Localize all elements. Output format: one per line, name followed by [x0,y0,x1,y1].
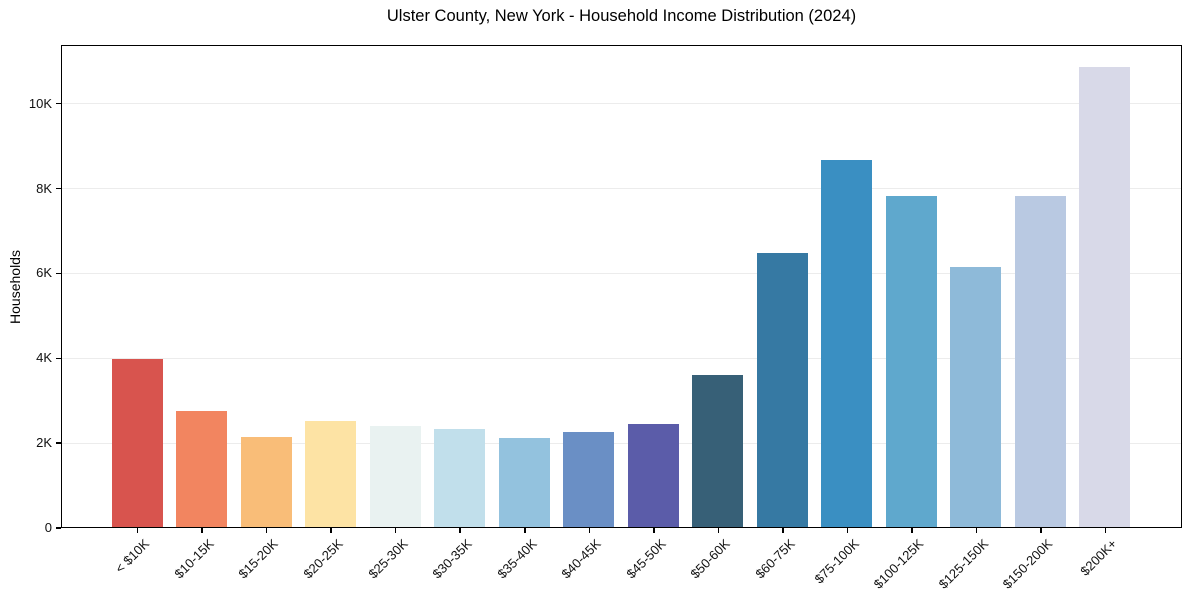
x-tick-mark [717,528,719,533]
y-tick-label-10K: 10K [28,95,52,111]
gridline-10K [62,103,1181,105]
x-tick-label-$10-15K: $10-15K [171,536,217,582]
y-axis-title-text: Households [7,249,23,324]
y-tick-label-0: 0 [44,520,52,535]
y-tick-label-8K: 8K [36,180,52,196]
bar-$45-50K [627,424,679,527]
x-tick-mark [975,528,978,533]
y-tick-label-4K: 4K [36,350,52,366]
bar-$75-100K [821,159,873,527]
y-tick-mark [56,442,61,444]
y-tick-label-2K: 2K [36,435,52,451]
x-tick-label-$200K+: $200K+ [1077,536,1120,579]
bar-$150-200K [1014,195,1066,527]
x-tick-label-$45-50K: $45-50K [623,536,669,582]
gridline-4K [62,357,1181,359]
y-tick-mark [56,357,61,359]
x-tick-label-$25-30K: $25-30K [364,536,411,582]
x-tick-label-$100-125K: $100-125K [870,536,927,590]
x-tick-mark [653,528,655,533]
gridline-8K [62,188,1181,189]
x-tick-label-$125-150K: $125-150K [935,536,991,590]
x-tick-label-$75-100K: $75-100K [811,536,862,587]
x-tick-mark [1040,528,1042,533]
bar-$100-125K [885,195,937,527]
bar-$15-20K [240,436,292,527]
x-tick-mark [265,528,268,533]
y-tick-mark [56,527,61,529]
bar-$50-60K [692,374,744,527]
x-tick-label-< $10K: < $10K [112,536,153,577]
x-tick-mark [459,528,461,533]
plot-area [61,45,1182,528]
bar-$40-45K [563,431,615,527]
x-tick-mark [394,528,397,533]
y-axis-title: Households [6,45,24,528]
x-tick-label-$40-45K: $40-45K [558,536,604,582]
x-tick-mark [1104,528,1107,533]
bar-$60-75K [756,253,808,527]
x-tick-label-$15-20K: $15-20K [235,536,282,582]
bar-$25-30K [369,426,421,527]
x-tick-mark [330,528,332,533]
y-tick-mark [56,187,61,190]
chart-title: Ulster County, New York - Household Inco… [386,7,857,25]
x-tick-mark [846,528,849,533]
x-tick-mark [524,528,526,533]
bar-$125-150K [950,267,1002,527]
bar-$30-35K [434,429,486,527]
y-tick-mark [56,102,61,105]
x-tick-label-$20-25K: $20-25K [300,536,346,582]
bar-$20-25K [305,420,357,527]
y-tick-mark [56,272,61,275]
x-tick-label-$35-40K: $35-40K [493,536,540,582]
x-tick-mark [588,528,590,533]
x-tick-mark [136,528,139,533]
x-tick-mark [911,528,913,533]
x-tick-mark [201,528,203,533]
gridline-2K [62,442,1181,444]
bar-$200K+ [1079,67,1131,527]
x-tick-label-$150-200K: $150-200K [999,536,1056,590]
bar-$10-15K [176,410,228,527]
x-tick-label-$50-60K: $50-60K [687,536,733,582]
bar-$35-40K [498,438,550,527]
x-tick-label-$30-35K: $30-35K [429,536,475,582]
x-tick-label-$60-75K: $60-75K [752,536,798,582]
bar-< $10K [111,359,163,527]
x-tick-mark [782,528,784,533]
gridline-6K [62,272,1181,274]
y-tick-label-6K: 6K [36,265,52,281]
